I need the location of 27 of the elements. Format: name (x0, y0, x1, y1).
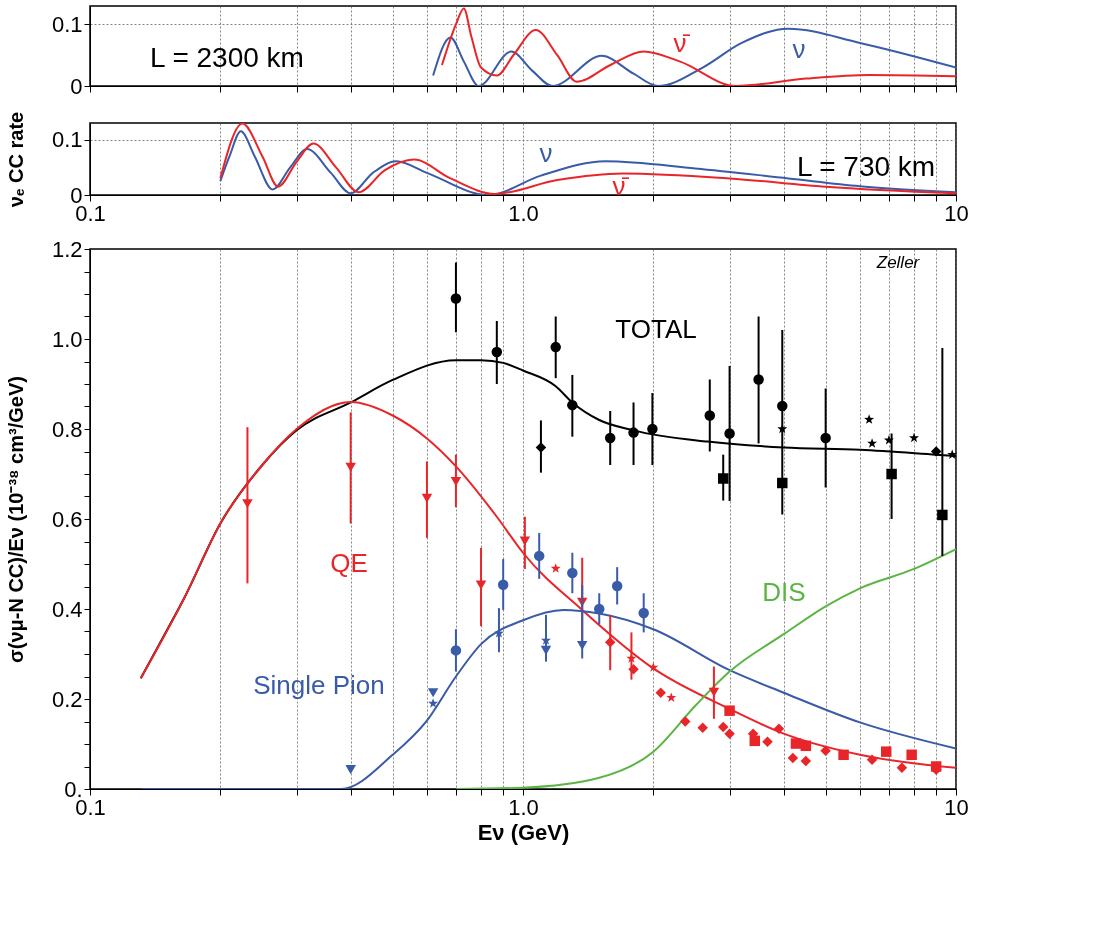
y-tick-label: 0.4 (51, 596, 83, 622)
annotation: Zeller (875, 253, 921, 272)
x-axis-title: Eν (GeV) (477, 819, 570, 845)
series-label: ν (539, 138, 553, 168)
text: TOTAL (615, 314, 697, 344)
x-tick-label: 1.0 (508, 200, 539, 226)
y-tick-label: 0.8 (51, 416, 83, 442)
text: QE (330, 548, 368, 578)
y-tick-label: 1.0 (51, 326, 83, 352)
series-label: ν (792, 34, 806, 64)
annotation: L = 730 km (796, 151, 936, 182)
y-tick-label: 0.1 (51, 127, 83, 153)
y-axis-title: νₑ CC rate (4, 111, 27, 208)
series-label: ν̄ (673, 28, 691, 58)
annotation: L = 2300 km (150, 42, 304, 73)
y-tick-label: 1.2 (51, 236, 83, 262)
series-label: DIS (762, 577, 806, 607)
series-label: ν̄ (612, 171, 630, 201)
x-tick-label: 10 (944, 200, 969, 226)
y-tick-label: 0.2 (51, 686, 83, 712)
y-axis-title: σ(νμ-N CC)/Eν (10⁻³⁸ cm³/GeV) (4, 376, 27, 663)
x-tick-label: 10 (944, 794, 969, 820)
y-tick-label: 0.6 (51, 506, 83, 532)
y-tick-label: 0.1 (51, 11, 83, 37)
x-tick-label: 1.0 (508, 794, 539, 820)
series-label: Single Pion (253, 670, 385, 700)
y-tick-label: 0 (70, 73, 83, 99)
